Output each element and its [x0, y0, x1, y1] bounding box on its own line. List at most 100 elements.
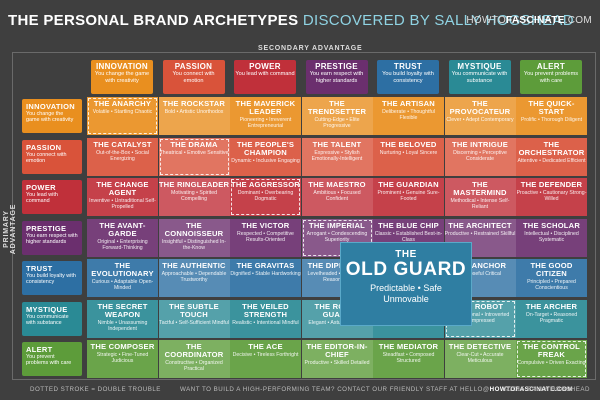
column-header-name: ALERT — [536, 62, 566, 71]
archetype-name: The Secret Weapon — [97, 301, 148, 319]
archetype-cell[interactable]: The Connoisseur Insightful • Distinguishe… — [158, 218, 230, 257]
archetype-traits: Principled • Prepared Conscientious — [527, 279, 576, 292]
archetype-name: The Subtle Touch — [169, 301, 219, 319]
archetype-cell[interactable]: The Ringleader Motivating • Spirited Comp… — [158, 178, 230, 216]
archetype-name: The Avant-Garde — [99, 220, 146, 238]
archetype-traits: Discerning • Perceptive Considerate — [453, 149, 507, 162]
archetype-cell[interactable]: The Rockstar Bold • Artistic Unorthodox — [158, 97, 230, 135]
archetype-traits: Volatile • Startling Chaotic — [92, 109, 153, 116]
archetype-name: The Beloved — [380, 139, 437, 149]
archetype-cell[interactable]: The Mediator Steadfast • Composed Structu… — [373, 340, 444, 378]
archetype-traits: Levelheaded • Consistent Reasonable — [307, 271, 367, 284]
archetype-cell[interactable]: The Secret Weapon Nimble • Unassuming Ind… — [87, 299, 158, 338]
archetype-traits: Unemotional • Introverted Compressed — [450, 311, 510, 324]
archetype-cell[interactable]: The Authentic Approachable • Dependable T… — [158, 259, 230, 297]
archetype-cell[interactable]: The Defender Proactive • Cautionary Stron… — [516, 178, 587, 216]
archetype-traits: Arrogant • Condescending Superiority — [306, 230, 368, 243]
archetype-traits: Prolific • Thorough Diligent — [520, 117, 583, 124]
archetype-cell[interactable]: The Guardian Prominent • Genuine Sure-Foo… — [373, 178, 444, 216]
archetype-name: The Ringleader — [158, 180, 230, 189]
archetype-name: The Aggressor — [231, 180, 300, 189]
archetype-cell[interactable]: The Aggressor Dominant • Overbearing Dogm… — [230, 178, 301, 216]
archetype-cell[interactable]: The Composer Strategic • Fine-Tuned Judic… — [87, 340, 158, 378]
archetype-traits: Respected • Competitive Results-Oriented — [237, 230, 294, 243]
contact-cta[interactable]: WANT TO BUILD A HIGH-PERFORMING TEAM? CO… — [180, 386, 573, 393]
archetype-cell[interactable]: The Gravitas Dignified • Stable Hardworki… — [230, 259, 301, 297]
archetype-name: The Mediator — [378, 342, 439, 351]
column-header-power: POWER You lead with command — [234, 60, 296, 94]
archetype-cell[interactable]: The Trendsetter Cutting-Edge • Elite Prog… — [301, 97, 373, 135]
archetype-name: The Guardian — [378, 180, 439, 189]
archetype-cell[interactable]: The Good Citizen Principled • Prepared Co… — [516, 259, 587, 297]
archetype-cell[interactable]: The Ace Decisive • Tireless Forthright — [230, 340, 301, 378]
archetype-traits: On-Target • Reasoned Pragmatic — [525, 311, 578, 324]
site-suffix: .COM — [564, 15, 592, 26]
column-header-name: POWER — [249, 62, 281, 71]
archetype-cell[interactable]: The Coordinator Constructive • Organized … — [158, 340, 230, 378]
archetype-cell[interactable]: The Artisan Deliberate • Thoughtful Flexi… — [373, 97, 444, 135]
archetype-cell[interactable]: The Mastermind Methodical • Intense Self-… — [444, 178, 516, 216]
archetype-cell[interactable]: The Intrigue Discerning • Perceptive Cons… — [444, 137, 516, 176]
archetype-name: The Coordinator — [164, 342, 224, 360]
copyright: ©2015 SALLY HOGSHEAD — [504, 386, 590, 393]
archetype-traits: Nurturing • Loyal Sincere — [379, 149, 438, 156]
archetype-traits: Expressive • Stylish Emotionally-Intelli… — [311, 149, 363, 162]
archetype-cell[interactable]: The Beloved Nurturing • Loyal Sincere — [373, 137, 444, 176]
archetype-cell[interactable]: The Drama Theatrical • Emotive Sensitive — [158, 137, 230, 176]
archetype-traits: Insightful • Distinguished In-the-Know — [161, 238, 227, 251]
row-header-passion: PASSION You connect with emotion — [22, 139, 82, 174]
archetype-traits: Productive • Skilled Detailed — [304, 360, 370, 367]
archetype-traits: Elegant • Astute Discreet — [308, 319, 366, 326]
archetype-cell[interactable]: The Maestro Ambitious • Focused Confident — [301, 178, 373, 216]
archetype-name: The Composer — [90, 342, 155, 351]
archetype-traits: Approachable • Dependable Trustworthy — [161, 271, 227, 284]
archetype-name: The Anchor — [453, 261, 507, 270]
column-header-name: MYSTIQUE — [457, 62, 502, 71]
archetype-name: The Royal Guard — [314, 301, 360, 319]
archetype-traits: Purposeful Critical — [458, 271, 502, 278]
column-header-name: PRESTIGE — [315, 62, 358, 71]
row-header-desc: You change the game with creativity — [26, 111, 74, 123]
archetype-cell[interactable]: The Orchestrator Attentive • Dedicated Ef… — [516, 137, 587, 176]
archetype-traits: Dignified • Stable Hardworking — [230, 271, 301, 278]
archetype-cell[interactable]: The Provocateur Clever • Adept Contempora… — [444, 97, 516, 135]
archetype-cell[interactable]: The Victor Respected • Competitive Result… — [230, 218, 301, 257]
archetype-cell[interactable]: The Veiled Strength Realistic • Intention… — [230, 299, 301, 338]
archetype-traits: Intellectual • Disciplined Systematic — [524, 230, 579, 243]
archetype-name: The Anarchy — [93, 99, 152, 108]
archetype-cell[interactable]: The Scholar Intellectual • Disciplined Sy… — [516, 218, 587, 257]
callout-title: OLD GUARD — [345, 259, 467, 280]
legend-note: DOTTED STROKE = DOUBLE TROUBLE — [30, 386, 161, 393]
archetype-name: The Defender — [520, 180, 583, 189]
archetype-traits: Pioneering • Irreverent Entrepreneurial — [239, 117, 292, 130]
row-header-innovation: INNOVATION You change the game with creat… — [22, 99, 82, 133]
archetype-cell[interactable]: The Archer On-Target • Reasoned Pragmatic — [516, 299, 587, 338]
archetype-name: The Trendsetter — [307, 99, 367, 117]
archetype-name: The Victor — [241, 220, 290, 230]
archetype-cell[interactable]: The Control Freak Compulsive • Driven Exa… — [516, 340, 587, 378]
archetype-name: The Scholar — [522, 220, 581, 230]
title-main: THE PERSONAL BRAND ARCHETYPES — [8, 12, 299, 29]
archetype-cell[interactable]: The Editor-in-Chief Productive • Skilled … — [301, 340, 373, 378]
title-bar: THE PERSONAL BRAND ARCHETYPES DISCOVERED… — [0, 0, 600, 44]
archetype-cell[interactable]: The Maverick Leader Pioneering • Irrevere… — [230, 97, 301, 135]
archetype-traits: Deliberate • Thoughtful Flexible — [382, 109, 435, 122]
archetype-cell[interactable]: The Evolutionary Curious • Adaptable Open… — [87, 259, 158, 297]
page-title: THE PERSONAL BRAND ARCHETYPES DISCOVERED… — [8, 12, 574, 29]
archetype-cell[interactable]: The Change Agent Inventive • Untraditiona… — [87, 178, 158, 216]
archetype-cell[interactable]: The Detective Clear-Cut • Accurate Meticu… — [444, 340, 516, 378]
archetype-cell[interactable]: The Anarchy Volatile • Startling Chaotic — [87, 97, 158, 135]
archetype-cell[interactable]: The Talent Expressive • Stylish Emotional… — [301, 137, 373, 176]
archetype-cell[interactable]: The Subtle Touch Tactful • Self-Sufficien… — [158, 299, 230, 338]
archetype-cell[interactable]: The Catalyst Out-of-the-Box • Social Ener… — [87, 137, 158, 176]
archetype-name: The Gravitas — [236, 261, 295, 270]
row-header-name: ALERT — [26, 345, 53, 354]
archetype-name: The Catalyst — [93, 139, 152, 149]
site-link[interactable]: HOWTOFASCINATE.COM — [466, 15, 592, 26]
row-header-alert: ALERT You prevent problems with care — [22, 342, 82, 376]
archetype-cell[interactable]: The Quick-Start Prolific • Thorough Dilig… — [516, 97, 587, 135]
archetype-traits: Cutting-Edge • Elite Progressive — [314, 117, 360, 130]
archetype-cell[interactable]: The People's Champion Dynamic • Inclusive… — [230, 137, 301, 176]
archetype-cell[interactable]: The Avant-Garde Original • Enterprising F… — [87, 218, 158, 257]
archetype-traits: Clear-Cut • Accurate Meticulous — [456, 352, 504, 365]
